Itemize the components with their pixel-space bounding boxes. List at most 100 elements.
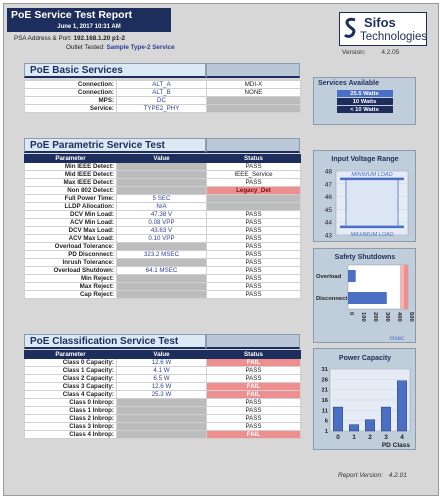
row-value bbox=[116, 290, 207, 299]
row-value bbox=[116, 422, 207, 431]
column-header: Status bbox=[206, 154, 301, 163]
row-label: Overload Tolerance: bbox=[24, 242, 117, 251]
logo-line1: Sifos bbox=[364, 15, 396, 30]
service-level-item: 25.5 Watts bbox=[336, 90, 393, 98]
power-bar bbox=[333, 406, 344, 432]
row-value: 5 SEC bbox=[116, 194, 207, 203]
address-value: 192.168.1.20 p1-2 bbox=[73, 35, 125, 42]
parametric-table: Parameter Value Status Min IEEE Detect: PAS… bbox=[24, 154, 301, 299]
row-status bbox=[206, 194, 301, 203]
x-tick-label: 400 bbox=[396, 312, 402, 322]
y-tick-label: 11 bbox=[322, 408, 329, 414]
row-status: FAIL bbox=[206, 390, 301, 399]
y-tick-label: 46 bbox=[325, 194, 333, 201]
row-status bbox=[206, 96, 301, 105]
basic-services-title-cap bbox=[206, 63, 300, 78]
y-tick-label: 6 bbox=[325, 419, 329, 425]
x-tick-label: 0 bbox=[348, 312, 354, 315]
table-row: Min Reject: PASS bbox=[24, 274, 301, 283]
limit-band bbox=[400, 265, 404, 309]
table-row: Max IEEE Detect: PASS bbox=[24, 178, 301, 187]
row-value bbox=[116, 178, 207, 187]
y-tick-label: 31 bbox=[322, 367, 329, 373]
row-value: 43.63 V bbox=[116, 226, 207, 235]
row-status: PASS bbox=[206, 266, 301, 275]
x-tick-label: 2 bbox=[368, 434, 372, 441]
row-label: Mid IEEE Detect: bbox=[24, 170, 117, 179]
row-status: NONE bbox=[206, 88, 301, 97]
y-tick-label: 47 bbox=[325, 181, 333, 188]
power-bar bbox=[365, 419, 376, 432]
row-label: ACV Min Load: bbox=[24, 218, 117, 227]
safety-bar bbox=[348, 292, 387, 304]
row-value bbox=[116, 406, 207, 415]
table-row: Overload Shutdown: 64.1 MSEC PASS bbox=[24, 266, 301, 275]
services-available-title: Services Available bbox=[318, 80, 379, 87]
x-tick-label: 100 bbox=[360, 312, 366, 322]
address-label: PSA Address & Port: bbox=[14, 35, 72, 42]
row-status: PASS bbox=[206, 290, 301, 299]
table-row: Class 1 Capacity: 4.1 W PASS bbox=[24, 366, 301, 375]
row-status: PASS bbox=[206, 374, 301, 383]
row-status: PASS bbox=[206, 414, 301, 423]
row-label: Class 4 Capacity: bbox=[24, 390, 117, 399]
table-row: Class 3 Capacity: 12.6 W FAIL bbox=[24, 382, 301, 391]
y-tick-label: 44 bbox=[325, 220, 333, 227]
power-bar bbox=[396, 380, 407, 432]
row-label: Min Reject: bbox=[24, 274, 117, 283]
y-tick-label: 43 bbox=[325, 233, 333, 240]
outlet-line: Outlet Tested: Sample Type-2 Service bbox=[66, 44, 175, 51]
table-row: Mid IEEE Detect: IEEE_Service bbox=[24, 170, 301, 179]
chart-title: Power Capacity bbox=[339, 355, 391, 362]
table-row: Full Power Time: 5 SEC bbox=[24, 194, 301, 203]
table-row: PD Disconnect: 323.2 MSEC PASS bbox=[24, 250, 301, 259]
row-value bbox=[116, 258, 207, 267]
category-label: Disconnect bbox=[316, 296, 347, 302]
row-label: Service: bbox=[24, 104, 117, 113]
table-row: Class 3 Inbrop: PASS bbox=[24, 422, 301, 431]
row-label: Overload Shutdown: bbox=[24, 266, 117, 275]
table-row: Max Reject: PASS bbox=[24, 282, 301, 291]
x-tick-label: 300 bbox=[384, 312, 390, 322]
row-status: FAIL bbox=[206, 382, 301, 391]
table-row: Connection: ALT_A MDI-X bbox=[24, 80, 301, 89]
row-label: DCV Min Load: bbox=[24, 210, 117, 219]
version-label: Version: bbox=[342, 49, 366, 56]
table-row: Min IEEE Detect: PASS bbox=[24, 162, 301, 171]
row-label: Max Reject: bbox=[24, 282, 117, 291]
power-bar bbox=[380, 406, 391, 432]
row-label: Connection: bbox=[24, 88, 117, 97]
x-axis-label: PD Class bbox=[382, 442, 411, 449]
classification-table: Parameter Value Status Class 0 Capacity: 12… bbox=[24, 350, 301, 439]
column-header: Parameter bbox=[24, 154, 117, 163]
parametric-title: PoE Parametric Service Test bbox=[24, 138, 206, 153]
row-label: Connection: bbox=[24, 80, 117, 89]
row-value: 12.6 W bbox=[116, 382, 207, 391]
row-label: Class 3 Capacity: bbox=[24, 382, 117, 391]
bottom-label: MAXIMUM LOAD bbox=[350, 232, 393, 238]
safety-bar bbox=[348, 270, 356, 282]
y-tick-label: 21 bbox=[322, 388, 329, 394]
row-value: 4.1 W bbox=[116, 366, 207, 375]
report-panel: PoE Service Test Report June 1, 2017 10:… bbox=[3, 3, 439, 496]
row-value bbox=[116, 170, 207, 179]
row-label: Max IEEE Detect: bbox=[24, 178, 117, 187]
table-row: Class 4 Capacity: 25.3 W FAIL bbox=[24, 390, 301, 399]
table-row: Class 1 Inbrop: PASS bbox=[24, 406, 301, 415]
input-voltage-chart: Input Voltage Range 48 47 46 45 44 43 MINIMUM L… bbox=[325, 156, 409, 240]
row-status bbox=[206, 202, 301, 211]
x-tick-label: 1 bbox=[352, 434, 356, 441]
table-row: DCV Min Load: 47.38 V PASS bbox=[24, 210, 301, 219]
x-tick-label: 500 bbox=[408, 312, 414, 322]
x-tick-label: 200 bbox=[372, 312, 378, 322]
company-logo: Sifos Technologies bbox=[339, 12, 427, 46]
table-row: Class 0 Capacity: 12.6 W FAIL bbox=[24, 358, 301, 367]
row-value: 12.6 W bbox=[116, 358, 207, 367]
row-label: Class 2 Capacity: bbox=[24, 374, 117, 383]
classification-title: PoE Classification Service Test bbox=[24, 334, 206, 349]
row-value: 25.3 W bbox=[116, 390, 207, 399]
column-header: Status bbox=[206, 350, 301, 359]
column-header: Value bbox=[116, 154, 207, 163]
row-value bbox=[116, 282, 207, 291]
row-status: PASS bbox=[206, 398, 301, 407]
